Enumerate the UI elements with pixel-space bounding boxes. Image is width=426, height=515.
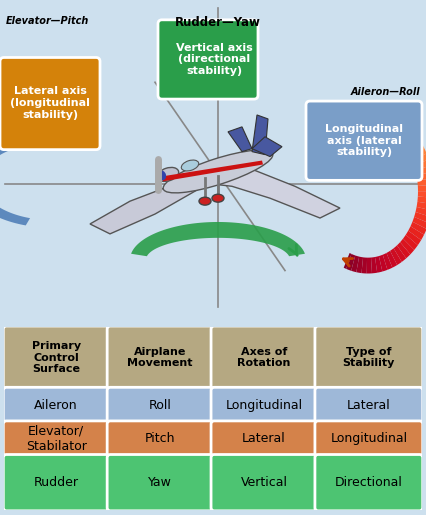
Text: Aileron: Aileron [35, 399, 78, 411]
Polygon shape [400, 128, 414, 144]
Polygon shape [362, 258, 367, 273]
Polygon shape [397, 242, 410, 259]
FancyBboxPatch shape [211, 421, 317, 456]
Ellipse shape [158, 170, 166, 180]
Text: Yaw: Yaw [148, 476, 172, 489]
Polygon shape [415, 207, 426, 217]
Polygon shape [417, 197, 426, 204]
Polygon shape [90, 171, 215, 234]
Ellipse shape [157, 167, 178, 181]
Polygon shape [379, 255, 387, 271]
FancyBboxPatch shape [107, 387, 213, 423]
Polygon shape [408, 142, 424, 156]
Text: Airplane
Movement: Airplane Movement [127, 347, 193, 368]
Polygon shape [383, 253, 392, 270]
Text: Elevator—Pitch: Elevator—Pitch [6, 16, 89, 26]
Text: Roll: Roll [149, 399, 172, 411]
FancyBboxPatch shape [107, 455, 213, 511]
Text: Longitudinal: Longitudinal [225, 399, 302, 411]
Polygon shape [408, 226, 424, 240]
Polygon shape [414, 212, 426, 223]
FancyBboxPatch shape [211, 326, 317, 389]
Polygon shape [386, 115, 397, 132]
FancyBboxPatch shape [315, 455, 423, 511]
Polygon shape [386, 251, 397, 268]
FancyBboxPatch shape [315, 421, 423, 456]
Polygon shape [412, 153, 426, 165]
Text: Vertical: Vertical [240, 476, 288, 489]
Polygon shape [418, 185, 426, 191]
FancyBboxPatch shape [0, 58, 100, 150]
Polygon shape [406, 137, 421, 152]
FancyBboxPatch shape [3, 326, 109, 389]
Polygon shape [367, 258, 372, 273]
Polygon shape [356, 256, 363, 273]
Polygon shape [375, 256, 383, 273]
Polygon shape [417, 172, 426, 181]
Polygon shape [344, 253, 351, 269]
FancyBboxPatch shape [211, 455, 317, 511]
Polygon shape [403, 132, 418, 148]
FancyBboxPatch shape [306, 101, 422, 180]
FancyBboxPatch shape [107, 421, 213, 456]
Polygon shape [162, 161, 263, 181]
Ellipse shape [163, 150, 273, 193]
Text: Lateral: Lateral [242, 432, 286, 445]
Text: Rudder—Yaw: Rudder—Yaw [175, 16, 261, 29]
Polygon shape [346, 254, 355, 271]
Polygon shape [406, 231, 421, 245]
Polygon shape [0, 138, 30, 226]
Polygon shape [131, 222, 305, 256]
Text: Primary
Control
Surface: Primary Control Surface [32, 341, 81, 374]
Text: Lateral axis
(longitudinal
stability): Lateral axis (longitudinal stability) [10, 87, 90, 119]
FancyBboxPatch shape [158, 20, 258, 99]
Polygon shape [412, 217, 426, 229]
Polygon shape [397, 124, 410, 140]
Polygon shape [252, 137, 282, 157]
Polygon shape [410, 148, 426, 161]
Polygon shape [417, 202, 426, 211]
Text: Elevator/
Stabilator: Elevator/ Stabilator [26, 425, 86, 453]
FancyBboxPatch shape [3, 421, 109, 456]
Polygon shape [215, 164, 340, 218]
Polygon shape [414, 159, 426, 170]
Ellipse shape [212, 194, 224, 202]
Polygon shape [390, 117, 402, 134]
Text: Type of
Stability: Type of Stability [343, 347, 395, 368]
Text: Rudder: Rudder [34, 476, 79, 489]
FancyBboxPatch shape [107, 326, 213, 389]
Polygon shape [394, 121, 406, 137]
Text: Axes of
Rotation: Axes of Rotation [237, 347, 291, 368]
FancyBboxPatch shape [315, 387, 423, 423]
Text: Aileron—Roll: Aileron—Roll [350, 87, 420, 97]
Polygon shape [417, 178, 426, 186]
FancyBboxPatch shape [3, 455, 109, 511]
Ellipse shape [199, 197, 211, 205]
Polygon shape [400, 238, 414, 254]
FancyBboxPatch shape [3, 387, 109, 423]
Text: Vertical axis
(directional
stability): Vertical axis (directional stability) [176, 43, 252, 76]
Text: Lateral: Lateral [347, 399, 391, 411]
Polygon shape [418, 191, 426, 198]
Polygon shape [415, 165, 426, 176]
Polygon shape [228, 127, 252, 151]
Text: Longitudinal
axis (lateral
stability): Longitudinal axis (lateral stability) [325, 124, 403, 157]
Ellipse shape [181, 160, 199, 171]
Text: Longitudinal: Longitudinal [330, 432, 407, 445]
Polygon shape [394, 246, 406, 262]
Polygon shape [403, 235, 418, 250]
Polygon shape [252, 115, 268, 154]
FancyBboxPatch shape [211, 387, 317, 423]
FancyBboxPatch shape [315, 326, 423, 389]
Polygon shape [411, 222, 426, 235]
Text: Directional: Directional [335, 476, 403, 489]
Polygon shape [351, 255, 359, 272]
Polygon shape [390, 248, 402, 265]
Polygon shape [371, 257, 377, 273]
Text: Pitch: Pitch [145, 432, 176, 445]
